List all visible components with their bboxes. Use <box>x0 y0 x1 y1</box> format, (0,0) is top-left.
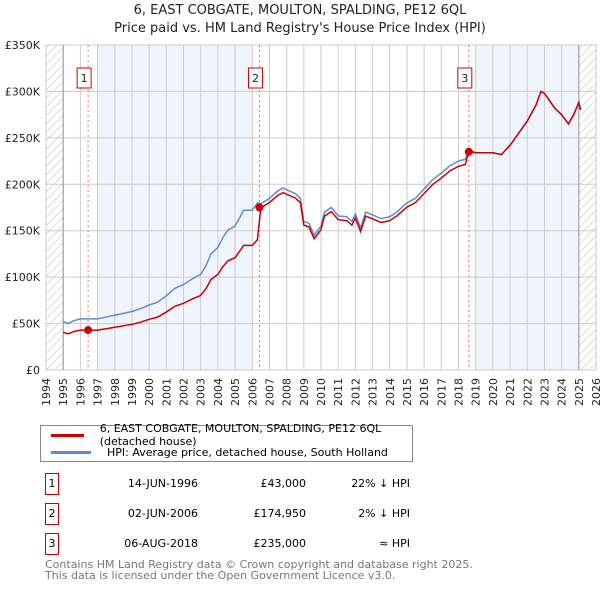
y-tick-label: £50K <box>12 318 41 331</box>
x-tick-label: 1998 <box>109 378 122 406</box>
legend: 6, EAST COBGATE, MOULTON, SPALDING, PE12… <box>40 422 413 462</box>
sale-price: £235,000 <box>253 537 307 550</box>
x-tick-label: 2020 <box>487 378 500 406</box>
sale-hpi: 2% ↓ HPI <box>358 507 410 520</box>
sale-label: 2 <box>252 72 259 85</box>
y-tick-label: £300K <box>5 85 41 98</box>
x-tick-label: 1996 <box>74 378 87 406</box>
sale-number: 3 <box>45 533 59 555</box>
sale-marker <box>255 203 264 212</box>
shade-band <box>97 45 253 370</box>
sale-row: 1 14-JUN-1996 £43,000 22% ↓ HPI <box>40 473 410 495</box>
sale-label-box <box>76 67 92 89</box>
sale-hpi: 22% ↓ HPI <box>351 477 410 490</box>
x-tick-label: 2021 <box>504 378 517 406</box>
sale-marker <box>84 326 93 335</box>
sale-label-box <box>247 67 263 89</box>
footer-line2: This data is licensed under the Open Gov… <box>45 569 396 582</box>
x-tick-label: 1999 <box>126 378 139 406</box>
plot-area: 1994 1995 1996 1997 1998 1999 2000 2001 2002 2003… <box>5 39 600 406</box>
chart-subtitle: Price paid vs. HM Land Registry's House … <box>114 21 486 36</box>
sale-number: 2 <box>45 503 59 525</box>
sale-number: 1 <box>45 473 59 495</box>
x-tick-label: 1997 <box>92 378 105 406</box>
footer: Contains HM Land Registry data © Crown c… <box>45 559 473 581</box>
x-tick-label: 2010 <box>315 378 328 406</box>
sale-price: £174,950 <box>253 507 307 520</box>
sale-date: 06-AUG-2018 <box>124 537 198 550</box>
x-tick-label: 2009 <box>298 378 311 406</box>
sale-label: 3 <box>461 72 468 85</box>
x-tick-label: 2000 <box>143 378 156 406</box>
legend-red-line <box>51 433 84 437</box>
x-tick-label: 2019 <box>470 378 483 406</box>
x-tick-label: 2026 <box>590 378 600 406</box>
y-tick-label: £200K <box>5 178 41 191</box>
y-tick-label: £250K <box>5 132 41 145</box>
x-tick-label: 2013 <box>367 378 380 406</box>
sale-label-box <box>457 67 473 89</box>
x-tick-label: 2024 <box>556 378 569 406</box>
x-tick-label: 2025 <box>573 378 586 406</box>
property-line <box>62 90 582 335</box>
x-tick-label: 2023 <box>538 378 551 406</box>
x-tick-label: 2006 <box>246 378 259 406</box>
sale-hpi: ≈ HPI <box>379 537 410 550</box>
sale-row: 3 06-AUG-2018 £235,000 ≈ HPI <box>40 533 410 555</box>
legend-hpi: HPI: Average price, detached house, Sout… <box>107 445 388 459</box>
legend-property: 6, EAST COBGATE, MOULTON, SPALDING, PE12… <box>99 422 382 448</box>
footer-line1: Contains HM Land Registry data © Crown c… <box>45 558 473 571</box>
hatch-before <box>46 45 64 370</box>
x-tick-label: 2011 <box>332 378 345 406</box>
x-tick-label: 2003 <box>195 378 208 406</box>
x-tick-label: 2017 <box>435 378 448 406</box>
sale-marker <box>464 147 473 156</box>
sale-date: 14-JUN-1996 <box>127 477 198 490</box>
plot-border <box>45 44 597 371</box>
x-tick-label: 2012 <box>349 378 362 406</box>
x-tick-label: 2014 <box>384 378 397 406</box>
y-tick-label: £150K <box>5 225 41 238</box>
hatch-after <box>578 45 596 370</box>
y-tick-label: £350K <box>5 39 41 52</box>
x-tick-label: 2022 <box>521 378 534 406</box>
chart-title: 6, EAST COBGATE, MOULTON, SPALDING, PE12… <box>133 3 467 18</box>
x-tick-label: 2018 <box>453 378 466 406</box>
x-tick-label: 2015 <box>401 378 414 406</box>
x-tick-label: 1995 <box>57 378 70 406</box>
x-tick-label: 2004 <box>212 378 225 406</box>
x-tick-label: 2016 <box>418 378 431 406</box>
sale-label: 1 <box>81 72 88 85</box>
x-tick-label: 2001 <box>160 378 173 406</box>
legend-blue-line <box>51 450 91 454</box>
x-tick-label: 2008 <box>281 378 294 406</box>
x-tick-label: 1994 <box>40 378 53 406</box>
y-tick-label: £100K <box>5 271 41 284</box>
x-tick-label: 2002 <box>178 378 191 406</box>
x-tick-label: 2007 <box>263 378 276 406</box>
y-tick-label: £0 <box>26 364 40 377</box>
sale-row: 2 02-JUN-2006 £174,950 2% ↓ HPI <box>40 503 410 525</box>
x-tick-label: 2005 <box>229 378 242 406</box>
sale-date: 02-JUN-2006 <box>127 507 198 520</box>
sale-price: £43,000 <box>260 477 307 490</box>
